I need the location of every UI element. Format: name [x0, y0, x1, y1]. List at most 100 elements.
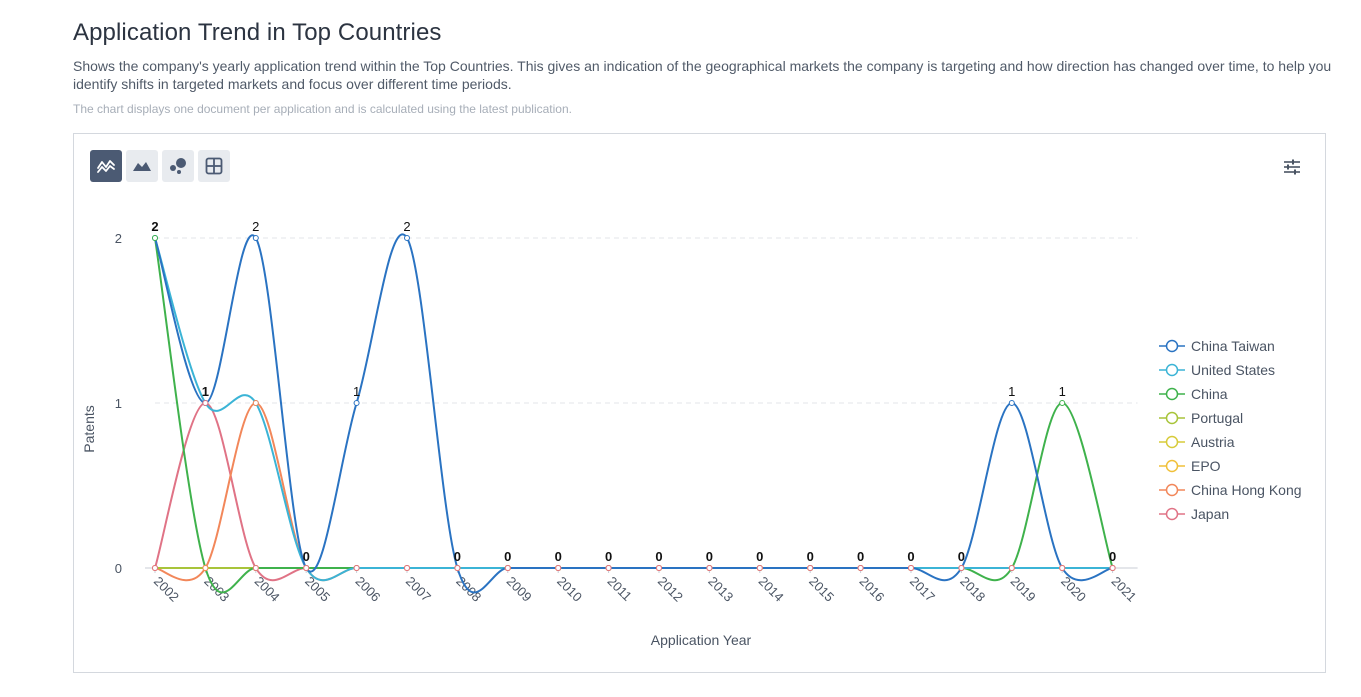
data-label: 0	[1109, 549, 1116, 564]
y-axis-label: Patents	[81, 405, 97, 452]
page-description: Shows the company's yearly application t…	[73, 57, 1335, 93]
data-point[interactable]	[354, 401, 359, 406]
data-point[interactable]	[505, 566, 510, 571]
x-axis-label: Application Year	[651, 632, 752, 648]
data-point[interactable]	[657, 566, 662, 571]
x-tick-label: 2017	[907, 574, 938, 605]
data-point[interactable]	[203, 401, 208, 406]
legend-label: EPO	[1191, 458, 1221, 474]
data-label: 0	[454, 549, 461, 564]
data-point[interactable]	[1009, 401, 1014, 406]
data-label: 0	[706, 549, 713, 564]
data-label: 0	[857, 549, 864, 564]
series-line[interactable]	[155, 403, 1113, 580]
data-point[interactable]	[1060, 401, 1065, 406]
data-label: 1	[202, 384, 209, 399]
legend-marker-icon	[1159, 387, 1185, 401]
legend-item[interactable]: China	[1159, 382, 1302, 406]
legend-item[interactable]: Japan	[1159, 502, 1302, 526]
legend-item[interactable]: United States	[1159, 358, 1302, 382]
data-label: 1	[1059, 384, 1066, 399]
data-point[interactable]	[858, 566, 863, 571]
x-tick-label: 2021	[1108, 574, 1139, 605]
x-tick-label: 2010	[554, 574, 585, 605]
legend-marker-icon	[1159, 339, 1185, 353]
data-point[interactable]	[909, 566, 914, 571]
data-point[interactable]	[808, 566, 813, 571]
x-tick-label: 2015	[806, 574, 837, 605]
legend-item[interactable]: China Hong Kong	[1159, 478, 1302, 502]
data-point[interactable]	[253, 566, 258, 571]
legend-label: Austria	[1191, 434, 1235, 450]
series-line[interactable]	[155, 403, 1113, 580]
data-point[interactable]	[203, 566, 208, 571]
data-label: 2	[403, 219, 410, 234]
data-point[interactable]	[606, 566, 611, 571]
data-point[interactable]	[707, 566, 712, 571]
data-point[interactable]	[556, 566, 561, 571]
data-label: 0	[907, 549, 914, 564]
legend-item[interactable]: Portugal	[1159, 406, 1302, 430]
y-tick-label: 2	[115, 231, 122, 246]
series-line[interactable]	[155, 234, 1113, 592]
chart-note: The chart displays one document per appl…	[73, 102, 572, 116]
data-label: 0	[605, 549, 612, 564]
legend-label: Japan	[1191, 506, 1229, 522]
chart-legend: China Taiwan United States China Portugal Au…	[1159, 334, 1302, 526]
x-tick-label: 2016	[856, 574, 887, 605]
legend-label: China	[1191, 386, 1228, 402]
data-point[interactable]	[1009, 566, 1014, 571]
data-label: 0	[655, 549, 662, 564]
x-tick-label: 2012	[655, 574, 686, 605]
legend-marker-icon	[1159, 435, 1185, 449]
data-point[interactable]	[757, 566, 762, 571]
legend-marker-icon	[1159, 459, 1185, 473]
x-tick-label: 2014	[756, 574, 787, 605]
legend-label: United States	[1191, 362, 1275, 378]
series-line[interactable]	[155, 238, 1113, 580]
legend-item[interactable]: EPO	[1159, 454, 1302, 478]
data-point[interactable]	[253, 401, 258, 406]
legend-item[interactable]: China Taiwan	[1159, 334, 1302, 358]
data-point[interactable]	[253, 236, 258, 241]
data-label: 2	[151, 219, 158, 234]
data-point[interactable]	[153, 566, 158, 571]
x-tick-label: 2007	[403, 574, 434, 605]
x-tick-label: 2019	[1008, 574, 1039, 605]
x-tick-label: 2009	[504, 574, 535, 605]
data-point[interactable]	[455, 566, 460, 571]
x-tick-label: 2013	[705, 574, 736, 605]
data-label: 0	[807, 549, 814, 564]
data-label: 1	[1008, 384, 1015, 399]
data-point[interactable]	[959, 566, 964, 571]
x-tick-label: 2011	[604, 574, 634, 604]
data-label: 1	[353, 384, 360, 399]
legend-label: Portugal	[1191, 410, 1243, 426]
data-point[interactable]	[405, 236, 410, 241]
data-label: 2	[252, 219, 259, 234]
data-point[interactable]	[354, 566, 359, 571]
legend-label: China Taiwan	[1191, 338, 1275, 354]
y-tick-label: 1	[115, 396, 122, 411]
y-tick-label: 0	[115, 561, 122, 576]
data-label: 0	[958, 549, 965, 564]
legend-item[interactable]: Austria	[1159, 430, 1302, 454]
line-chart: 0122002200320042005200620072008200920102…	[74, 134, 1325, 672]
legend-label: China Hong Kong	[1191, 482, 1302, 498]
x-tick-label: 2006	[352, 574, 383, 605]
data-point[interactable]	[1060, 566, 1065, 571]
legend-marker-icon	[1159, 507, 1185, 521]
data-label: 0	[303, 549, 310, 564]
page-title: Application Trend in Top Countries	[73, 19, 442, 47]
legend-marker-icon	[1159, 483, 1185, 497]
data-point[interactable]	[1110, 566, 1115, 571]
data-label: 0	[555, 549, 562, 564]
data-point[interactable]	[405, 566, 410, 571]
data-point[interactable]	[153, 236, 158, 241]
legend-marker-icon	[1159, 411, 1185, 425]
legend-marker-icon	[1159, 363, 1185, 377]
data-label: 0	[504, 549, 511, 564]
data-label: 0	[756, 549, 763, 564]
data-point[interactable]	[304, 566, 309, 571]
chart-panel: 0122002200320042005200620072008200920102…	[73, 133, 1326, 673]
